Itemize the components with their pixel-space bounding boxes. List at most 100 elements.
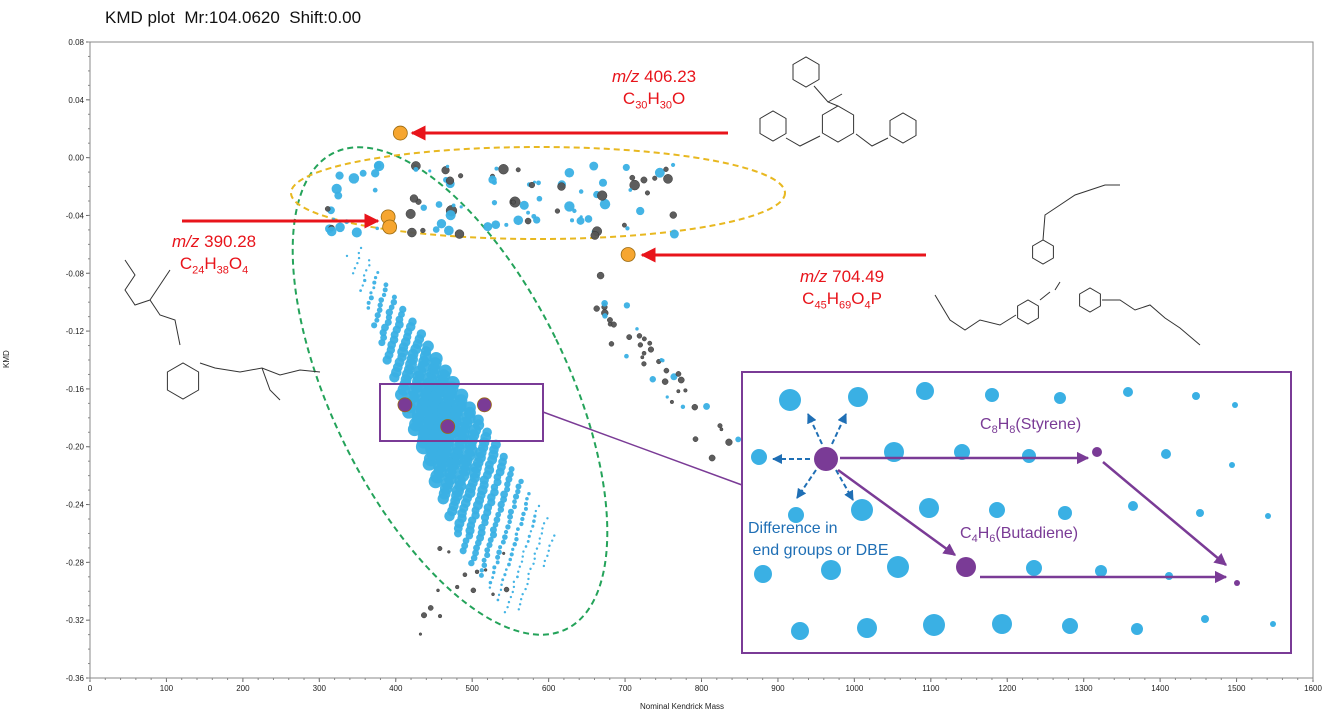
inset-point <box>1265 513 1271 519</box>
data-point <box>409 194 419 203</box>
data-point <box>413 166 419 172</box>
data-point <box>636 333 643 339</box>
data-point <box>455 584 460 590</box>
data-point <box>463 401 476 415</box>
difference-label: Difference in end groups or DBE <box>748 520 889 559</box>
data-point <box>495 560 500 565</box>
data-point <box>529 567 532 571</box>
inset-purple-point <box>1234 580 1240 586</box>
data-point <box>540 532 544 535</box>
y-tick-label: 0.08 <box>68 38 84 47</box>
data-point <box>663 174 673 184</box>
data-point <box>486 541 493 549</box>
x-tick-label: 700 <box>618 684 632 693</box>
inset-point <box>1054 392 1066 404</box>
data-point <box>385 308 393 316</box>
data-point <box>533 216 541 224</box>
data-point <box>503 611 507 614</box>
inset-point <box>1196 509 1204 517</box>
data-point <box>523 506 528 511</box>
data-point <box>359 169 367 177</box>
data-point <box>348 173 360 184</box>
inset-point <box>779 389 801 411</box>
data-point <box>598 178 608 187</box>
data-point <box>512 493 520 500</box>
data-point <box>504 222 509 227</box>
data-point <box>491 200 498 206</box>
data-point <box>368 295 374 301</box>
data-point <box>372 286 376 290</box>
data-point <box>536 180 541 186</box>
blue-dashed-arrow <box>796 469 817 499</box>
data-points <box>324 125 742 636</box>
data-point <box>511 504 517 510</box>
x-tick-label: 200 <box>236 684 250 693</box>
data-point <box>593 305 600 312</box>
annotation-704: m/z 704.49 C45H69O4P <box>800 267 885 312</box>
y-tick-label: -0.36 <box>66 674 85 683</box>
data-point <box>498 164 509 175</box>
data-point <box>669 399 674 404</box>
x-tick-label: 1500 <box>1228 684 1246 693</box>
data-point <box>365 269 368 272</box>
data-point <box>511 547 515 551</box>
data-point <box>692 436 699 442</box>
zoom-connector <box>542 411 743 486</box>
data-point <box>536 195 543 202</box>
data-point <box>420 227 426 234</box>
data-point <box>624 353 629 359</box>
data-point <box>548 544 551 547</box>
data-point <box>494 166 499 171</box>
data-point <box>534 509 538 513</box>
data-point <box>445 164 450 169</box>
data-point <box>659 357 664 362</box>
data-point <box>636 206 645 216</box>
inset-point <box>851 499 873 521</box>
data-point <box>472 414 484 426</box>
data-point <box>357 251 361 255</box>
data-point <box>622 163 630 171</box>
data-point <box>512 580 516 584</box>
data-point <box>391 294 397 300</box>
data-point <box>564 168 575 178</box>
chart-title: KMD plot Mr:104.0620 Shift:0.00 <box>105 8 362 27</box>
data-point <box>531 524 535 528</box>
data-point <box>371 322 378 329</box>
data-point <box>462 572 468 577</box>
data-point <box>479 568 484 573</box>
data-point <box>497 593 501 597</box>
data-point <box>621 222 627 228</box>
butadiene-label: C4H6(Butadiene) <box>960 525 1079 546</box>
data-point <box>626 334 633 341</box>
inset-point <box>992 614 1012 634</box>
inset-point <box>754 565 772 583</box>
x-tick-label: 600 <box>542 684 556 693</box>
data-point <box>647 346 654 353</box>
data-point <box>436 218 447 229</box>
data-point <box>418 632 423 636</box>
styrene-label: C8H8(Styrene) <box>980 416 1082 437</box>
highlight-point-orange <box>382 219 398 235</box>
inset-point <box>1095 565 1107 577</box>
data-point <box>427 605 434 611</box>
data-point <box>670 373 678 381</box>
benzene-ring <box>1017 299 1039 325</box>
inset-point <box>1022 449 1036 463</box>
data-point <box>535 547 539 550</box>
data-point <box>647 340 653 346</box>
data-point <box>578 189 584 194</box>
data-point <box>670 162 676 168</box>
data-point <box>432 226 440 233</box>
y-tick-label: -0.32 <box>66 616 85 625</box>
data-point <box>515 167 521 173</box>
inset-point <box>788 507 804 523</box>
data-point <box>489 526 497 534</box>
data-point <box>512 499 517 505</box>
data-point <box>608 341 615 347</box>
data-point <box>491 220 501 230</box>
data-point <box>683 388 688 393</box>
inset-point <box>1062 618 1078 634</box>
benzene-ring <box>1032 239 1054 265</box>
benzene-ring <box>1079 287 1101 313</box>
